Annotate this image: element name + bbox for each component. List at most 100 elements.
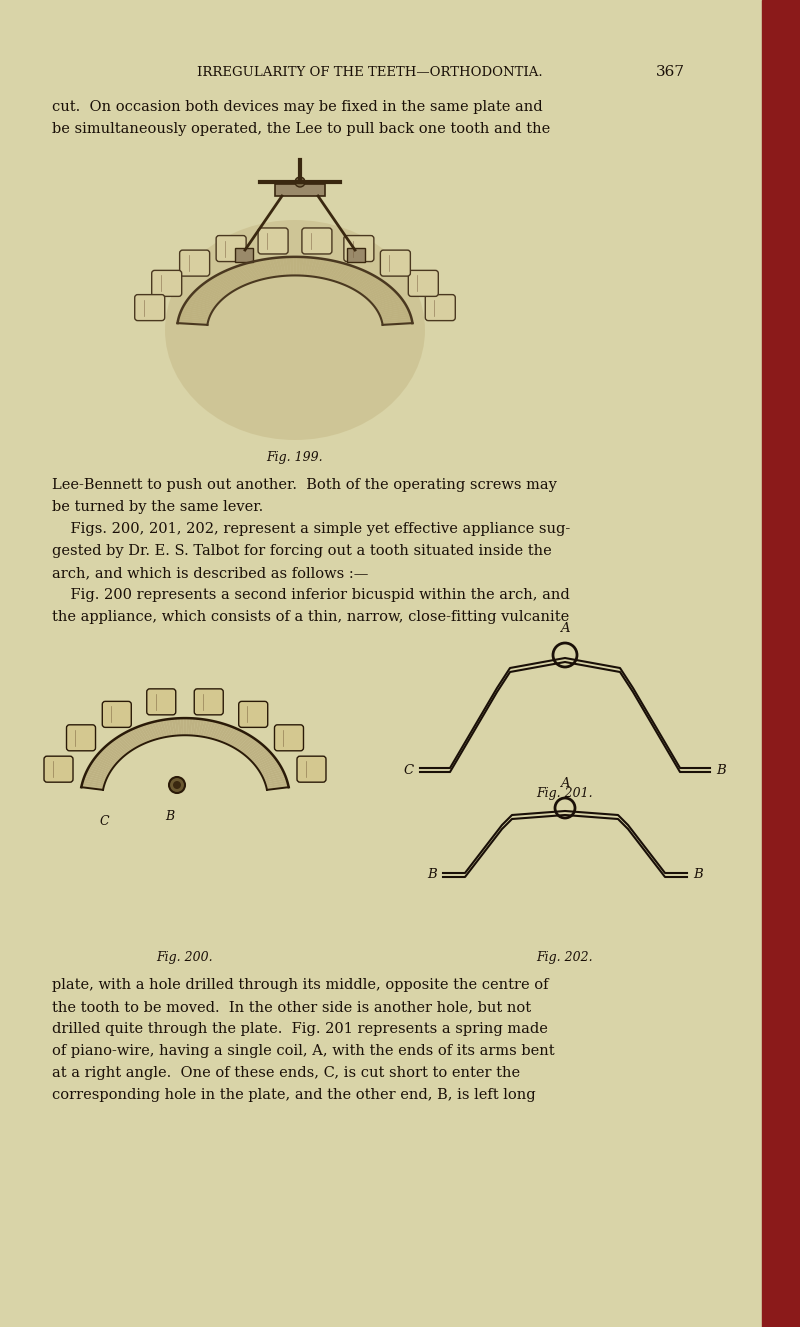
Text: be turned by the same lever.: be turned by the same lever.	[52, 500, 263, 514]
Polygon shape	[282, 257, 289, 276]
Polygon shape	[171, 718, 177, 735]
Polygon shape	[127, 730, 141, 746]
Polygon shape	[257, 759, 277, 768]
Polygon shape	[209, 279, 233, 293]
Text: B: B	[427, 868, 437, 881]
Polygon shape	[166, 719, 172, 736]
Polygon shape	[115, 738, 131, 751]
Ellipse shape	[165, 220, 425, 441]
Polygon shape	[84, 776, 106, 783]
Polygon shape	[130, 730, 143, 744]
Polygon shape	[254, 755, 274, 766]
Polygon shape	[379, 308, 409, 316]
Polygon shape	[122, 733, 137, 748]
Polygon shape	[82, 780, 105, 786]
Polygon shape	[258, 260, 270, 279]
Polygon shape	[356, 277, 379, 292]
Text: B: B	[716, 763, 726, 776]
Polygon shape	[233, 267, 251, 284]
Polygon shape	[366, 287, 392, 299]
Polygon shape	[198, 287, 224, 299]
Polygon shape	[239, 264, 256, 281]
FancyBboxPatch shape	[302, 228, 332, 253]
Polygon shape	[276, 257, 283, 276]
Polygon shape	[238, 738, 255, 751]
Polygon shape	[290, 257, 294, 276]
Text: Fig. 202.: Fig. 202.	[537, 951, 594, 965]
Polygon shape	[198, 719, 204, 736]
Polygon shape	[102, 747, 122, 760]
Polygon shape	[343, 269, 362, 285]
Polygon shape	[120, 734, 135, 750]
Polygon shape	[178, 318, 208, 324]
Bar	[275, 184, 325, 196]
Polygon shape	[210, 722, 219, 739]
Polygon shape	[222, 727, 235, 743]
Text: of piano-wire, having a single coil, A, with the ends of its arms bent: of piano-wire, having a single coil, A, …	[52, 1044, 554, 1058]
Polygon shape	[182, 307, 212, 313]
FancyBboxPatch shape	[102, 702, 131, 727]
Polygon shape	[247, 746, 266, 758]
Polygon shape	[269, 259, 278, 277]
Polygon shape	[372, 295, 399, 305]
Text: the appliance, which consists of a thin, narrow, close-fitting vulcanite: the appliance, which consists of a thin,…	[52, 610, 570, 624]
Polygon shape	[211, 277, 234, 292]
Polygon shape	[194, 291, 221, 301]
Polygon shape	[180, 312, 210, 318]
Polygon shape	[86, 771, 107, 779]
Polygon shape	[212, 722, 222, 739]
Polygon shape	[202, 721, 210, 738]
Polygon shape	[85, 774, 106, 780]
Polygon shape	[169, 719, 174, 736]
Polygon shape	[367, 288, 394, 300]
Polygon shape	[373, 296, 401, 307]
Polygon shape	[242, 264, 258, 281]
Polygon shape	[148, 722, 158, 739]
Polygon shape	[233, 733, 248, 748]
Circle shape	[173, 782, 181, 790]
Polygon shape	[246, 263, 261, 280]
Text: Fig. 201.: Fig. 201.	[537, 787, 594, 799]
Polygon shape	[365, 285, 390, 297]
Polygon shape	[204, 281, 229, 295]
Polygon shape	[206, 280, 230, 295]
Polygon shape	[246, 743, 263, 756]
Polygon shape	[258, 760, 278, 771]
Polygon shape	[99, 751, 118, 763]
Polygon shape	[109, 742, 126, 755]
Polygon shape	[382, 321, 413, 325]
Polygon shape	[279, 257, 286, 276]
Circle shape	[553, 644, 577, 667]
Polygon shape	[110, 740, 128, 754]
Polygon shape	[179, 314, 209, 320]
Polygon shape	[255, 756, 276, 767]
Polygon shape	[378, 304, 406, 312]
Polygon shape	[237, 736, 253, 751]
Polygon shape	[266, 783, 288, 788]
Polygon shape	[350, 273, 371, 288]
Polygon shape	[296, 257, 300, 276]
FancyBboxPatch shape	[152, 271, 182, 296]
Polygon shape	[219, 273, 240, 288]
Polygon shape	[312, 259, 321, 277]
Polygon shape	[234, 734, 250, 750]
Polygon shape	[266, 784, 289, 790]
Polygon shape	[244, 742, 262, 755]
Polygon shape	[306, 257, 314, 276]
FancyBboxPatch shape	[426, 295, 455, 321]
Polygon shape	[262, 259, 273, 277]
Polygon shape	[249, 261, 263, 280]
Polygon shape	[113, 739, 130, 752]
Polygon shape	[186, 300, 214, 309]
Polygon shape	[182, 308, 211, 316]
Polygon shape	[242, 740, 259, 754]
Text: C: C	[100, 815, 110, 828]
Polygon shape	[231, 731, 246, 747]
Text: arch, and which is described as follows :—: arch, and which is described as follows …	[52, 567, 368, 580]
Polygon shape	[359, 280, 384, 295]
Polygon shape	[96, 755, 116, 766]
Polygon shape	[221, 726, 233, 742]
Polygon shape	[82, 784, 103, 790]
Text: Lee-Bennett to push out another.  Both of the operating screws may: Lee-Bennett to push out another. Both of…	[52, 478, 557, 492]
FancyBboxPatch shape	[258, 228, 288, 253]
